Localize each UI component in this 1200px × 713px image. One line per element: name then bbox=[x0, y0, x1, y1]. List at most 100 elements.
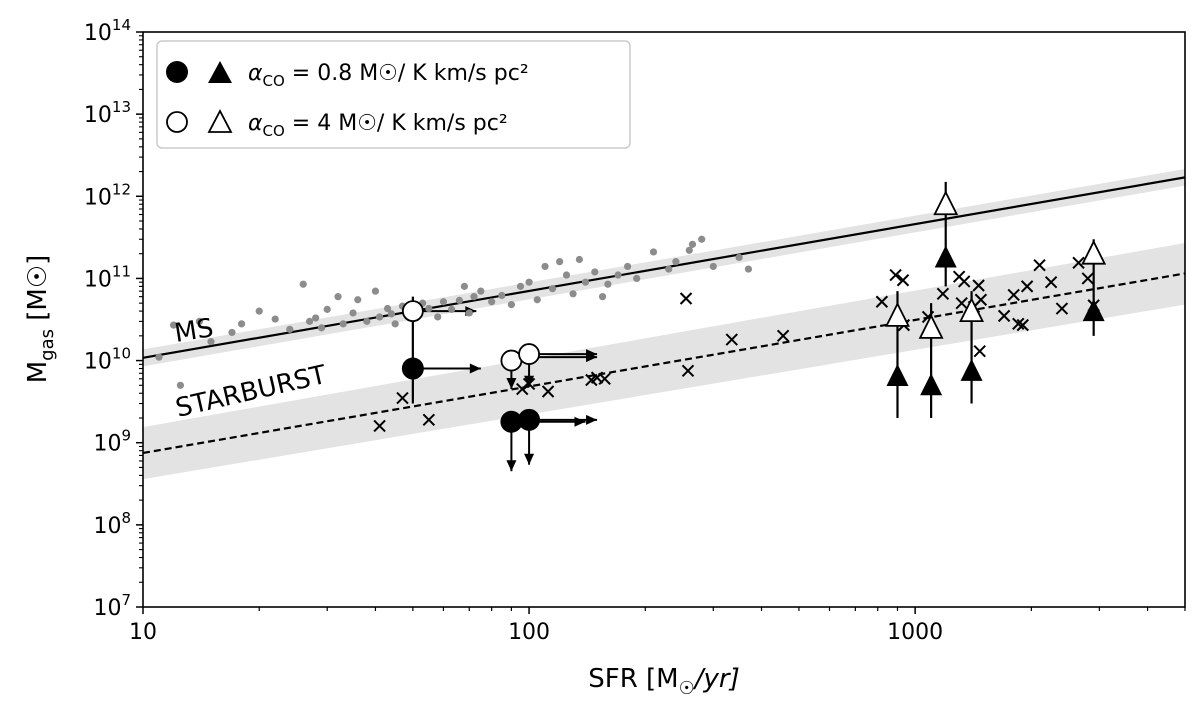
cross-point bbox=[889, 268, 902, 282]
gray-dot-point bbox=[744, 265, 753, 273]
gray-dot-point bbox=[533, 296, 541, 304]
x-tick-label: 1000 bbox=[887, 620, 943, 645]
limit-arrow-head bbox=[469, 363, 481, 374]
open-triangle-point bbox=[933, 190, 959, 216]
gray-dot-point bbox=[624, 262, 632, 271]
legend-frame bbox=[156, 40, 631, 149]
cross-point bbox=[955, 296, 968, 310]
gray-dot-point bbox=[569, 290, 577, 298]
gray-dot-point bbox=[334, 293, 342, 301]
filled-triangle-point bbox=[886, 363, 909, 386]
legend-open-circle bbox=[166, 111, 188, 133]
ms-relation-label: MS bbox=[172, 313, 215, 349]
cross-point bbox=[875, 295, 889, 308]
relation-bands bbox=[143, 168, 1185, 480]
gray-dot-point bbox=[299, 280, 307, 288]
filled-triangle-point bbox=[960, 358, 983, 381]
gray-dot-point bbox=[271, 315, 279, 323]
cross-point bbox=[1072, 256, 1085, 270]
gray-dot-point bbox=[323, 305, 331, 313]
filled-triangle-point bbox=[934, 245, 957, 268]
gray-dot-point bbox=[541, 262, 549, 271]
filled-circle-point bbox=[401, 357, 424, 380]
gray-dot-point bbox=[525, 278, 533, 286]
filled-triangle-point bbox=[1082, 299, 1105, 322]
legend-open-triangle bbox=[207, 109, 233, 133]
gray-dot-point bbox=[548, 285, 557, 293]
gray-dot-point bbox=[425, 304, 433, 313]
gray-dot-point bbox=[581, 278, 590, 286]
relation-line-1 bbox=[142, 272, 1186, 455]
gray-dot-point bbox=[312, 314, 320, 322]
limit-arrow-head bbox=[524, 453, 535, 465]
cross-point bbox=[1007, 288, 1020, 302]
gray-dot-point bbox=[375, 313, 384, 321]
gray-dot-point bbox=[614, 271, 622, 279]
gray-dot-point bbox=[709, 262, 717, 271]
legend-label-0.8: αCO = 0.8 M☉/ K km/s pc² bbox=[248, 61, 529, 90]
open-triangle-point bbox=[885, 301, 910, 327]
gray-dot-point bbox=[665, 265, 673, 273]
cross-point bbox=[522, 377, 536, 391]
gray-dot-point bbox=[516, 282, 525, 290]
gray-dot-point bbox=[633, 274, 641, 283]
y-tick-label: 107 bbox=[93, 591, 131, 621]
x-axis-title: SFR [M☉/yr] bbox=[588, 664, 740, 699]
cross-point bbox=[1012, 317, 1025, 331]
gray-dot-point bbox=[465, 309, 473, 317]
gray-dot-point bbox=[176, 381, 185, 389]
gray-dot-point bbox=[195, 317, 204, 325]
gray-dot-point bbox=[448, 305, 456, 313]
gray-dot-point bbox=[305, 317, 314, 325]
gray-dot-point bbox=[391, 320, 399, 328]
gray-dot-point bbox=[556, 258, 564, 266]
cross-point bbox=[1081, 272, 1094, 285]
gray-dot-point bbox=[507, 301, 516, 309]
gray-dot-point bbox=[228, 328, 236, 337]
gray-dot-point bbox=[455, 296, 464, 305]
cross-point bbox=[896, 274, 910, 287]
gray-dot-point bbox=[349, 309, 357, 317]
cross-point bbox=[373, 419, 386, 433]
gray-dot-point bbox=[439, 298, 448, 306]
gray-dot-point bbox=[604, 280, 612, 288]
gray-dot-point bbox=[383, 304, 392, 313]
cross-point bbox=[1020, 280, 1034, 293]
y-tick-label: 1014 bbox=[84, 16, 131, 46]
gray-dot-point bbox=[434, 313, 442, 321]
y-axis-title: Mgas [M☉] bbox=[23, 255, 58, 384]
y-tick-label: 1013 bbox=[84, 98, 131, 128]
cross-point bbox=[1044, 275, 1058, 289]
relation-lines bbox=[142, 176, 1186, 455]
gray-dot-point bbox=[672, 258, 680, 266]
cross-point bbox=[997, 309, 1011, 323]
gray-dot-point bbox=[562, 271, 571, 279]
cross-point bbox=[972, 279, 985, 292]
open-circle-point bbox=[401, 300, 424, 323]
data-marks bbox=[155, 181, 1107, 472]
gray-dot-point bbox=[477, 287, 485, 295]
cross-point bbox=[973, 345, 986, 358]
filled-triangle-point bbox=[920, 373, 943, 396]
cross-point bbox=[725, 333, 738, 346]
gray-dot-point bbox=[591, 268, 599, 276]
y-tick-label: 1012 bbox=[84, 180, 131, 210]
y-tick-label: 1010 bbox=[84, 345, 131, 375]
y-tick-label: 108 bbox=[93, 509, 131, 539]
cross-point bbox=[598, 372, 611, 386]
gray-dot-point bbox=[371, 287, 380, 295]
open-triangle-point bbox=[1081, 239, 1107, 265]
limit-arrow-head bbox=[506, 378, 517, 390]
legend-filled-triangle bbox=[208, 61, 232, 83]
gray-dot-point bbox=[470, 293, 478, 301]
plot-frame bbox=[142, 31, 1186, 608]
x-tick-label: 100 bbox=[508, 620, 550, 645]
y-tick-label: 109 bbox=[93, 427, 131, 457]
limit-arrow-head bbox=[586, 414, 598, 425]
cross-point bbox=[541, 385, 555, 398]
gray-dot-point bbox=[598, 293, 607, 301]
limit-arrow-head bbox=[586, 352, 598, 363]
legend-label-4: αCO = 4 M☉/ K km/s pc² bbox=[248, 111, 508, 140]
filled-circle-point bbox=[500, 410, 523, 433]
